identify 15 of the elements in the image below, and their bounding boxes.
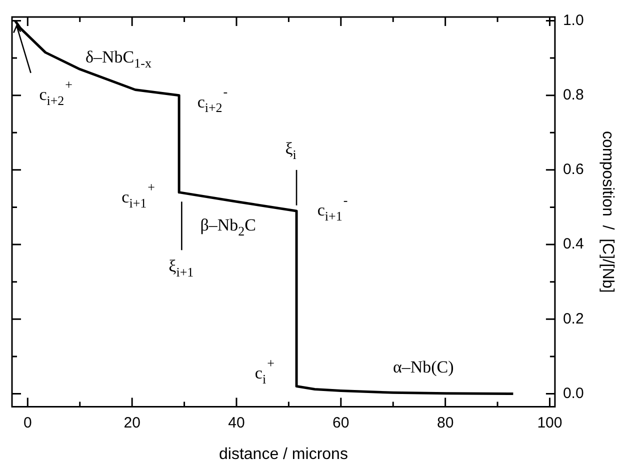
x-tick-label: 0 bbox=[23, 414, 32, 432]
y-tick-label: 0.2 bbox=[562, 310, 584, 328]
y-tick-label: 0.4 bbox=[562, 236, 584, 253]
y-tick-label: 1.0 bbox=[562, 12, 584, 29]
x-axis-title: distance / microns bbox=[219, 446, 348, 463]
x-tick-label: 60 bbox=[332, 414, 350, 432]
y-tick-label: 0.6 bbox=[562, 161, 584, 178]
y-axis-title: composition / [C]/[Nb] bbox=[598, 130, 616, 293]
y-tick-label: 0.8 bbox=[562, 86, 584, 104]
x-tick-label: 80 bbox=[436, 414, 454, 432]
x-tick-label: 40 bbox=[228, 414, 245, 432]
y-tick-label: 0.0 bbox=[562, 384, 584, 402]
x-tick-label: 100 bbox=[537, 414, 562, 432]
annotation: α–Nb(C) bbox=[392, 357, 454, 376]
x-tick-label: 20 bbox=[124, 414, 140, 432]
